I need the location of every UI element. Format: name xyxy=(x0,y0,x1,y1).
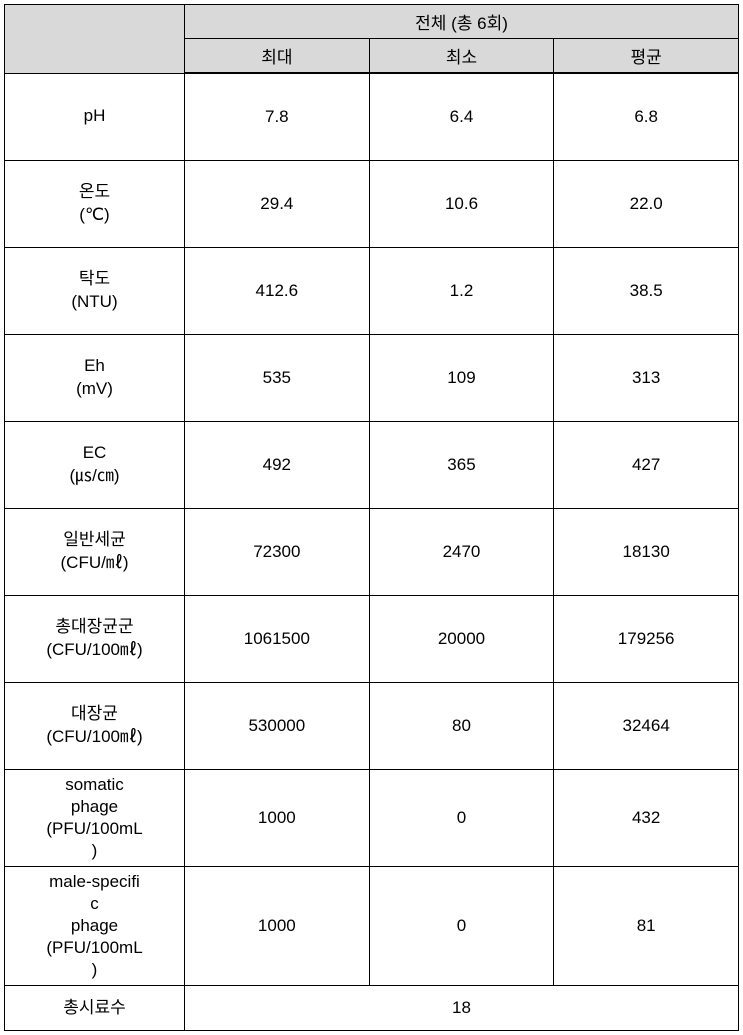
cell-min: 80 xyxy=(369,682,554,769)
cell-max: 72300 xyxy=(185,508,370,595)
column-header-avg: 평균 xyxy=(554,39,739,74)
cell-max: 1061500 xyxy=(185,595,370,682)
cell-avg: 81 xyxy=(554,866,739,985)
row-label: Eh(mV) xyxy=(5,334,185,421)
row-label: 일반세균(CFU/㎖) xyxy=(5,508,185,595)
cell-avg: 38.5 xyxy=(554,247,739,334)
header-group-row: 전체 (총 6회) xyxy=(5,5,739,39)
table-row: 총대장균군(CFU/100㎖) 1061500 20000 179256 xyxy=(5,595,739,682)
cell-avg: 432 xyxy=(554,769,739,866)
row-label: EC(㎲/㎝) xyxy=(5,421,185,508)
cell-max: 492 xyxy=(185,421,370,508)
cell-avg: 313 xyxy=(554,334,739,421)
footer-value: 18 xyxy=(185,986,739,1031)
row-label: 대장균(CFU/100㎖) xyxy=(5,682,185,769)
table-row: 일반세균(CFU/㎖) 72300 2470 18130 xyxy=(5,508,739,595)
table-row: pH 7.8 6.4 6.8 xyxy=(5,73,739,160)
table-row: 온도(℃) 29.4 10.6 22.0 xyxy=(5,160,739,247)
cell-min: 10.6 xyxy=(369,160,554,247)
cell-min: 109 xyxy=(369,334,554,421)
cell-min: 2470 xyxy=(369,508,554,595)
cell-max: 1000 xyxy=(185,769,370,866)
cell-avg: 18130 xyxy=(554,508,739,595)
cell-min: 0 xyxy=(369,769,554,866)
cell-avg: 22.0 xyxy=(554,160,739,247)
cell-min: 0 xyxy=(369,866,554,985)
table-row: 탁도(NTU) 412.6 1.2 38.5 xyxy=(5,247,739,334)
table-row: EC(㎲/㎝) 492 365 427 xyxy=(5,421,739,508)
table-row: 대장균(CFU/100㎖) 530000 80 32464 xyxy=(5,682,739,769)
data-table: 전체 (총 6회) 최대 최소 평균 pH 7.8 6.4 6.8 온도(℃) … xyxy=(4,4,739,1031)
cell-max: 29.4 xyxy=(185,160,370,247)
row-label: pH xyxy=(5,73,185,160)
row-label: 총대장균군(CFU/100㎖) xyxy=(5,595,185,682)
cell-max: 535 xyxy=(185,334,370,421)
row-label: male-specificphage(PFU/100mL) xyxy=(5,866,185,985)
table-row: Eh(mV) 535 109 313 xyxy=(5,334,739,421)
header-corner-blank xyxy=(5,5,185,74)
cell-min: 20000 xyxy=(369,595,554,682)
row-label: 탁도(NTU) xyxy=(5,247,185,334)
cell-min: 1.2 xyxy=(369,247,554,334)
cell-avg: 6.8 xyxy=(554,73,739,160)
row-label: 온도(℃) xyxy=(5,160,185,247)
cell-min: 365 xyxy=(369,421,554,508)
header-group-title: 전체 (총 6회) xyxy=(185,5,739,39)
column-header-min: 최소 xyxy=(369,39,554,74)
cell-avg: 427 xyxy=(554,421,739,508)
footer-label: 총시료수 xyxy=(5,986,185,1031)
row-label: somaticphage(PFU/100mL) xyxy=(5,769,185,866)
cell-max: 530000 xyxy=(185,682,370,769)
cell-avg: 179256 xyxy=(554,595,739,682)
column-header-max: 최대 xyxy=(185,39,370,74)
table-footer-row: 총시료수 18 xyxy=(5,986,739,1031)
table-row: male-specificphage(PFU/100mL) 1000 0 81 xyxy=(5,866,739,985)
cell-max: 7.8 xyxy=(185,73,370,160)
cell-avg: 32464 xyxy=(554,682,739,769)
data-table-container: 전체 (총 6회) 최대 최소 평균 pH 7.8 6.4 6.8 온도(℃) … xyxy=(0,0,743,1035)
cell-min: 6.4 xyxy=(369,73,554,160)
cell-max: 412.6 xyxy=(185,247,370,334)
table-row: somaticphage(PFU/100mL) 1000 0 432 xyxy=(5,769,739,866)
cell-max: 1000 xyxy=(185,866,370,985)
